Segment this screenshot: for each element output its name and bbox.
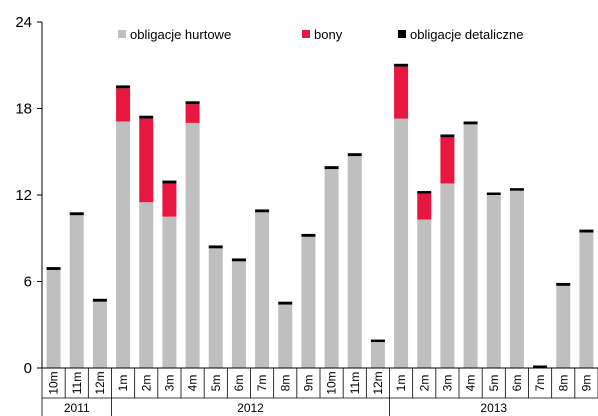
legend-swatch <box>118 30 126 38</box>
y-tick-label: 0 <box>24 360 32 377</box>
bar-segment-obligacje-detaliczne <box>255 209 270 213</box>
bar-segment-obligacje-detaliczne <box>139 115 154 119</box>
bar-segment-obligacje-hurtowe <box>185 122 200 369</box>
legend: obligacje hurtowe bony obligacje detaliczn… <box>118 27 523 42</box>
bar-segment-obligacje-hurtowe <box>509 190 524 368</box>
bar-segment-obligacje-detaliczne <box>370 339 385 343</box>
x-tick-label: 9m <box>579 375 593 392</box>
x-tick-label: 9m <box>301 375 315 392</box>
bar-segment-obligacje-detaliczne <box>69 212 84 216</box>
x-tick-label: 5m <box>209 375 223 392</box>
bar-segment-obligacje-hurtowe <box>370 342 385 368</box>
bar-segment-obligacje-detaliczne <box>417 191 432 194</box>
x-tick-label: 6m <box>510 375 524 392</box>
bar-segment-obligacje-detaliczne <box>301 233 316 237</box>
bar-segment-obligacje-detaliczne <box>486 192 501 195</box>
x-tick-label: 10m <box>325 371 339 394</box>
bar-segment-obligacje-hurtowe <box>278 304 293 368</box>
x-tick-label: 6m <box>232 375 246 392</box>
y-tick-label: 18 <box>15 101 32 118</box>
bar-segment-obligacje-hurtowe <box>208 248 223 368</box>
bar-segment-bony <box>162 183 177 217</box>
legend-label: obligacje detaliczne <box>410 27 523 42</box>
bar-segment-obligacje-detaliczne <box>440 134 455 138</box>
bar-segment-obligacje-detaliczne <box>185 101 200 105</box>
bar-segment-obligacje-hurtowe <box>556 285 571 368</box>
x-tick-label: 8m <box>556 375 570 392</box>
bar-segment-obligacje-hurtowe <box>463 124 478 368</box>
y-axis: 0 6 12 18 24 <box>15 14 43 377</box>
year-label: 2013 <box>480 401 507 415</box>
bar-segment-obligacje-hurtowe <box>162 216 177 368</box>
x-tick-label: 1m <box>116 375 130 392</box>
bar-segment-obligacje-detaliczne <box>208 245 223 249</box>
x-tick-label: 4m <box>464 375 478 392</box>
bar-segment-obligacje-hurtowe <box>347 156 362 368</box>
bar-segment-obligacje-hurtowe <box>69 215 84 368</box>
legend-swatch <box>398 30 406 38</box>
bar-segment-obligacje-hurtowe <box>440 183 455 368</box>
x-tick-label: 7m <box>533 375 547 392</box>
bar-segment-bony <box>185 104 200 123</box>
bar-segment-obligacje-hurtowe <box>46 269 61 368</box>
bar-segment-obligacje-detaliczne <box>533 365 548 368</box>
bar-segment-obligacje-detaliczne <box>324 166 339 170</box>
bar-segment-obligacje-hurtowe <box>394 118 409 368</box>
bar-segment-bony <box>139 118 154 203</box>
bar-segment-obligacje-detaliczne <box>463 121 478 125</box>
bar-segment-obligacje-detaliczne <box>394 63 409 67</box>
x-tick-label: 5m <box>487 375 501 392</box>
bar-segment-bony <box>440 137 455 184</box>
bar-segment-obligacje-hurtowe <box>417 219 432 368</box>
x-tick-label: 4m <box>186 375 200 392</box>
bar-segment-bony <box>116 88 131 122</box>
y-tick-label: 12 <box>15 187 32 204</box>
x-tick-label: 12m <box>93 371 107 394</box>
bar-segment-obligacje-hurtowe <box>301 236 316 368</box>
bar-segment-obligacje-detaliczne <box>347 153 362 157</box>
bar-segment-bony <box>417 193 432 220</box>
x-tick-label: 10m <box>47 371 61 394</box>
bar-segment-obligacje-detaliczne <box>162 180 177 184</box>
bar-segment-obligacje-detaliczne <box>579 229 594 233</box>
bar-segment-obligacje-hurtowe <box>579 232 594 368</box>
x-tick-label: 11m <box>70 372 84 394</box>
x-tick-label: 8m <box>278 375 292 392</box>
legend-label: obligacje hurtowe <box>130 27 231 42</box>
x-tick-label: 7m <box>255 375 269 392</box>
x-tick-label: 2m <box>417 375 431 392</box>
bar-segment-obligacje-detaliczne <box>278 301 293 305</box>
x-tick-label: 1m <box>394 375 408 392</box>
bar-segment-obligacje-detaliczne <box>509 188 524 191</box>
bar-segment-obligacje-hurtowe <box>92 301 107 368</box>
year-label: 2011 <box>64 401 90 415</box>
legend-label: bony <box>314 27 343 42</box>
x-tick-label: 11m <box>348 372 362 394</box>
year-label: 2012 <box>237 401 264 415</box>
bar-segment-obligacje-hurtowe <box>486 195 501 368</box>
bar-segment-obligacje-detaliczne <box>556 282 571 286</box>
bar-segment-obligacje-hurtowe <box>231 261 246 368</box>
y-tick-label: 6 <box>24 274 32 291</box>
bar-segment-obligacje-hurtowe <box>255 212 270 368</box>
bar-segment-obligacje-detaliczne <box>116 85 131 89</box>
bar-segment-bony <box>394 66 409 119</box>
x-tick-label: 3m <box>162 375 176 392</box>
bar-segment-obligacje-hurtowe <box>116 121 131 368</box>
x-axis: 10m 11m 12m 1m 2m 3m 4m 5m 6m 7m 8m 9m 10m 11m 12m 1m 2m… <box>41 367 598 416</box>
legend-swatch <box>302 30 310 38</box>
bar-segment-obligacje-hurtowe <box>324 169 339 368</box>
x-tick-label: 12m <box>371 371 385 394</box>
x-tick-label: 2m <box>139 375 153 392</box>
y-tick-label: 24 <box>15 14 32 31</box>
bar-segment-obligacje-detaliczne <box>46 267 61 270</box>
bar-segment-obligacje-hurtowe <box>139 202 154 368</box>
bar-segment-obligacje-detaliczne <box>92 298 107 302</box>
bars <box>46 63 594 369</box>
x-tick-label: 3m <box>440 375 454 392</box>
bar-segment-obligacje-detaliczne <box>231 258 246 262</box>
